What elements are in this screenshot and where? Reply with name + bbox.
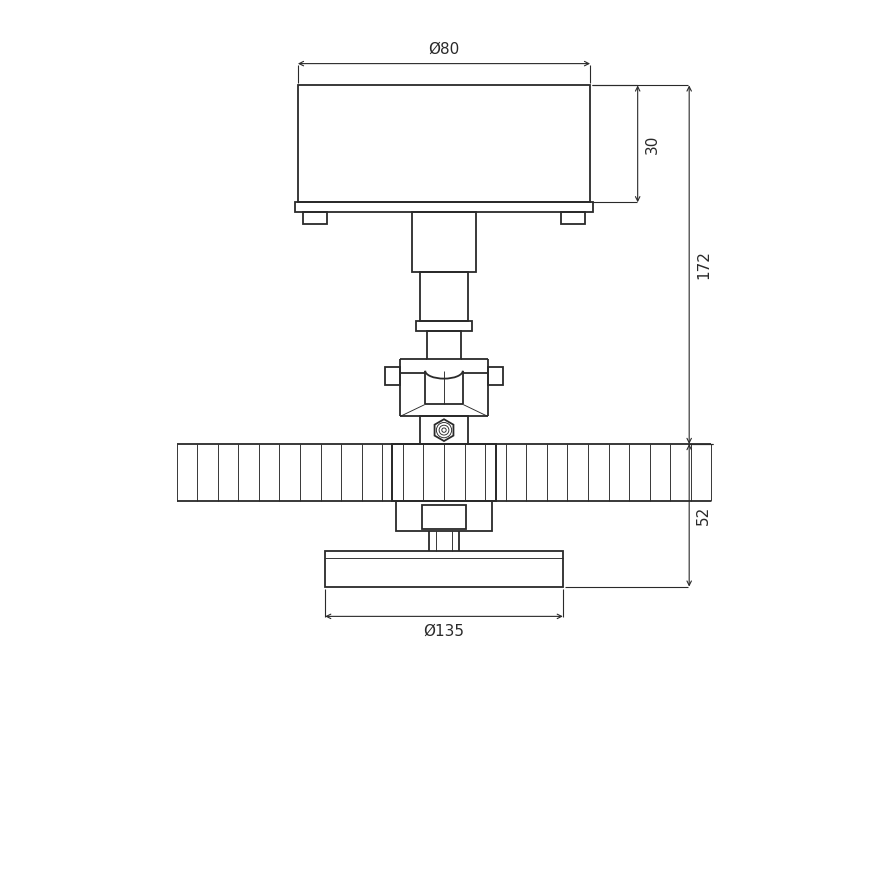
Bar [392, 444, 495, 501]
Bar [427, 331, 461, 359]
Bar [298, 85, 590, 203]
Text: 30: 30 [645, 134, 660, 154]
Bar [422, 506, 466, 529]
Bar [303, 212, 326, 224]
Bar [295, 203, 593, 212]
Bar [416, 321, 472, 331]
Text: 172: 172 [696, 251, 711, 279]
Bar [420, 416, 468, 444]
Bar [561, 212, 585, 224]
Bar [392, 444, 495, 501]
Bar [396, 501, 492, 532]
Text: Ø135: Ø135 [423, 623, 465, 638]
Text: 52: 52 [696, 506, 711, 525]
Bar [325, 551, 563, 587]
Bar [412, 212, 476, 272]
Bar [487, 367, 503, 385]
Bar [385, 367, 400, 385]
Bar [420, 272, 468, 321]
Text: Ø80: Ø80 [428, 42, 460, 57]
